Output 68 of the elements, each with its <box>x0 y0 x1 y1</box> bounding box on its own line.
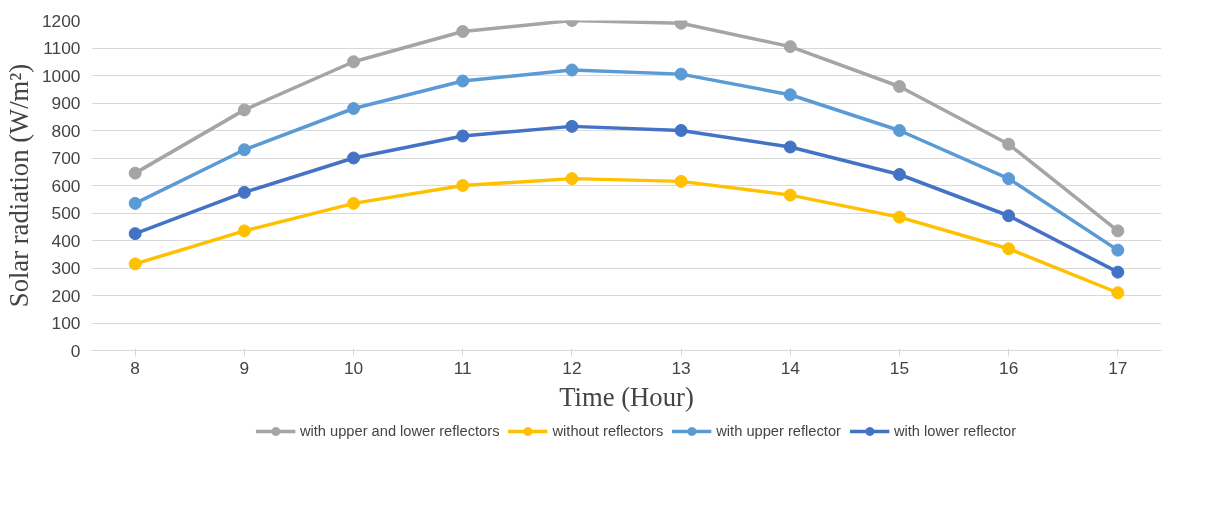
x-tick-label: 17 <box>1108 357 1128 378</box>
point <box>128 257 142 271</box>
y-tick-label: 1100 <box>43 38 81 58</box>
x-tick-label: 13 <box>671 357 691 378</box>
y-tick-label: 0 <box>70 340 81 361</box>
point <box>237 143 251 157</box>
point <box>892 80 906 93</box>
point <box>1002 137 1016 151</box>
x-tick-label: 10 <box>343 357 364 378</box>
y-tick-label: 400 <box>51 230 81 251</box>
point <box>674 124 688 137</box>
y-axis-title: Solar radiation (W/m²) <box>3 63 34 308</box>
legend-label: with upper and lower reflectors <box>299 423 500 439</box>
x-tick-label: 8 <box>130 357 140 378</box>
point <box>456 129 470 143</box>
y-tick-label: 900 <box>51 93 81 113</box>
y-tick-label: 600 <box>51 175 81 196</box>
point <box>1111 286 1125 300</box>
point <box>783 188 797 202</box>
point <box>347 102 361 115</box>
point <box>1002 242 1016 256</box>
point <box>347 55 361 69</box>
point <box>1111 265 1125 279</box>
point <box>674 20 688 30</box>
point <box>347 151 361 165</box>
y-tick-label: 500 <box>51 203 81 223</box>
legend-label: with upper reflector <box>716 423 841 439</box>
point <box>1111 243 1125 257</box>
point <box>237 103 251 117</box>
x-axis-title: Time (Hour) <box>559 381 694 412</box>
point <box>1111 224 1125 238</box>
point <box>237 224 251 238</box>
y-tick-label: 700 <box>51 148 81 168</box>
point <box>128 196 142 210</box>
y-tick-label: 200 <box>51 285 81 306</box>
point <box>783 40 797 54</box>
y-tick-label: 800 <box>51 120 81 141</box>
point <box>456 25 470 38</box>
y-tick-label: 300 <box>51 258 81 278</box>
legend-label: without reflectors <box>552 423 664 439</box>
x-tick-label: 9 <box>239 357 250 378</box>
point <box>892 124 906 137</box>
point <box>237 185 251 199</box>
point <box>783 88 797 102</box>
x-tick-label: 15 <box>889 357 910 378</box>
point <box>1002 209 1016 223</box>
point <box>783 140 797 154</box>
point <box>456 74 470 88</box>
point <box>674 67 688 81</box>
point <box>892 210 906 224</box>
x-tick-label: 16 <box>999 357 1019 378</box>
point <box>1002 172 1016 186</box>
point <box>347 196 361 210</box>
y-tick-label: 1200 <box>41 10 81 31</box>
y-tick-label: 100 <box>51 313 81 333</box>
point <box>128 166 142 180</box>
point <box>565 119 579 133</box>
point <box>892 168 906 181</box>
point <box>456 179 470 192</box>
x-tick-label: 12 <box>562 357 582 378</box>
point <box>565 63 579 77</box>
x-tick-label: 14 <box>780 357 801 378</box>
point <box>565 172 579 186</box>
point <box>674 174 688 188</box>
x-tick-label: 11 <box>453 357 472 378</box>
y-tick-label: 1000 <box>41 65 81 86</box>
legend-label: with lower reflector <box>893 423 1017 439</box>
point <box>128 227 142 241</box>
